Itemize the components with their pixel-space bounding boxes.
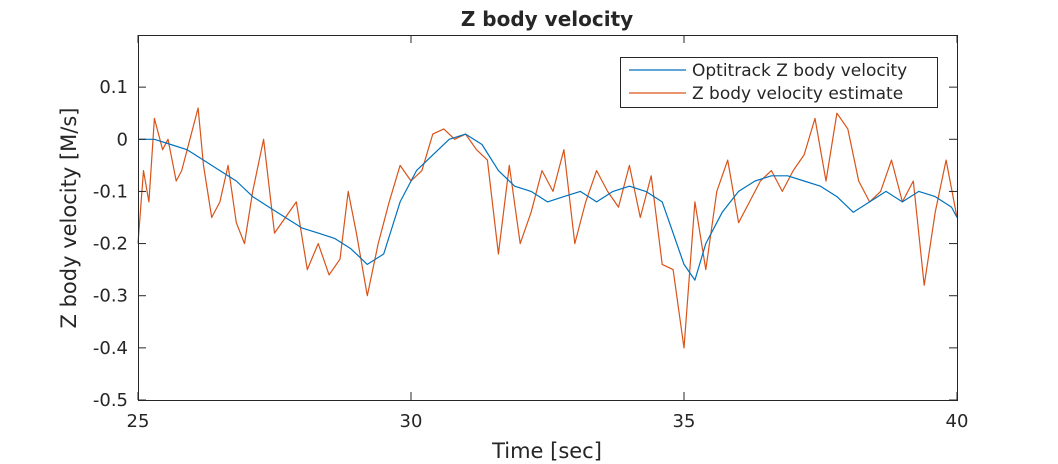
- legend-entry: Z body velocity estimate: [692, 84, 903, 104]
- x-tick-label: 40: [946, 411, 969, 432]
- series-line-estimate: [137, 107, 958, 349]
- legend-box: [620, 57, 938, 108]
- y-tick-label: -0.4: [93, 338, 128, 359]
- legend: Optitrack Z body velocity Z body velocity…: [620, 57, 938, 108]
- y-tick-label: 0: [117, 129, 128, 150]
- axis-ticks: 25 30 35 40 0.1 0 -0.1 -0.2 -0.3 -0.4 -0.5: [93, 35, 969, 432]
- chart-title: Z body velocity: [461, 7, 633, 31]
- x-axis-label: Time [sec]: [491, 439, 602, 463]
- series-lines: [137, 107, 958, 349]
- y-tick-label: -0.1: [93, 181, 128, 202]
- x-tick-label: 30: [400, 411, 423, 432]
- series-line-optitrack: [138, 133, 958, 281]
- axes-box: [138, 35, 958, 401]
- legend-entry: Optitrack Z body velocity: [692, 61, 907, 81]
- x-tick-label: 35: [673, 411, 696, 432]
- y-tick-label: -0.2: [93, 234, 128, 255]
- x-tick-label: 25: [127, 411, 150, 432]
- y-tick-label: -0.5: [93, 390, 128, 411]
- y-tick-label: -0.3: [93, 286, 128, 307]
- y-axis-label: Z body velocity [M/s]: [57, 108, 81, 329]
- y-tick-label: 0.1: [99, 77, 128, 98]
